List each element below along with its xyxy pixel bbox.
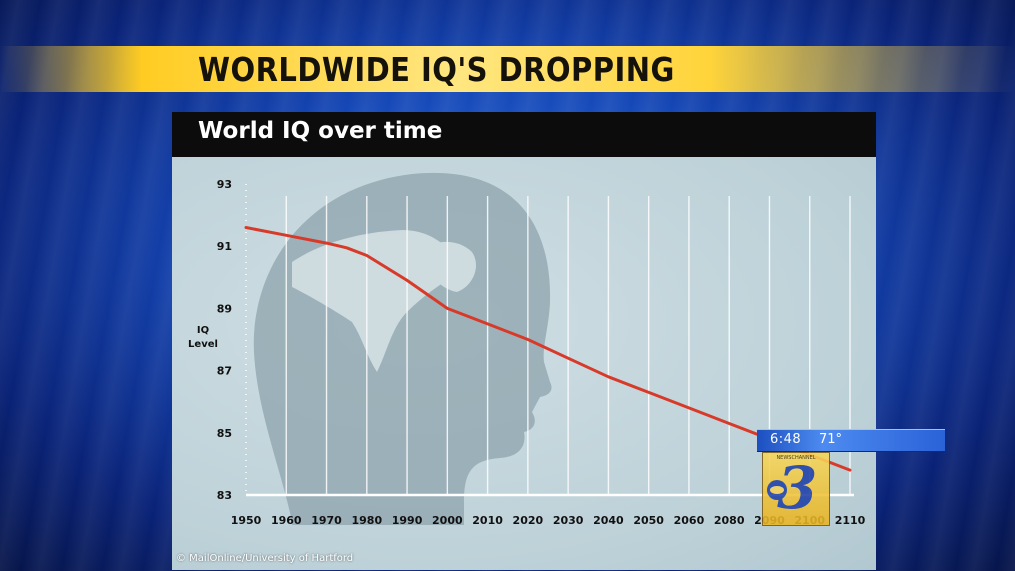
- x-tick-label: 1950: [231, 514, 262, 527]
- x-tick-label: 2050: [633, 514, 664, 527]
- headline-text: WORLDWIDE IQ'S DROPPING: [198, 50, 675, 89]
- y-tick-label: 89: [217, 302, 232, 315]
- x-tick-label: 2080: [714, 514, 745, 527]
- head-silhouette-shape: [253, 172, 552, 525]
- temperature-reading: 71°: [819, 432, 843, 447]
- chart-title: World IQ over time: [198, 118, 443, 144]
- x-tick-label: 2030: [553, 514, 584, 527]
- station-logo-caption: NEWSCHANNEL: [776, 455, 816, 461]
- x-tick-label: 2010: [472, 514, 503, 527]
- clock-time: 6:48: [770, 432, 802, 447]
- chart-axes: [245, 184, 854, 497]
- y-tick-label: 87: [217, 365, 232, 378]
- y-tick-label: 91: [217, 240, 232, 253]
- chart-title-bar: [172, 112, 876, 157]
- x-tick-label: 2110: [835, 514, 866, 527]
- headline-banner: [0, 46, 1015, 92]
- x-tick-label: 1980: [351, 514, 382, 527]
- x-tick-label: 2060: [674, 514, 705, 527]
- head-silhouette-image: [253, 172, 552, 525]
- series-line: [244, 226, 852, 472]
- x-tick-label: 1960: [271, 514, 302, 527]
- y-tick-label: 83: [217, 489, 232, 502]
- y-axis-label: IQ Level: [188, 325, 218, 350]
- source-credit: © MailOnline/University of Hartford: [176, 553, 354, 564]
- station-logo: NEWSCHANNEL 3: [762, 452, 830, 526]
- y-axis-tick-labels: 83 85 87 89 91 93: [217, 178, 232, 502]
- x-tick-label: 1970: [311, 514, 342, 527]
- time-temperature-ticker: 6:48 71°: [757, 429, 945, 452]
- x-tick-label: 2020: [513, 514, 544, 527]
- x-tick-label: 2040: [593, 514, 624, 527]
- y-tick-label: 93: [217, 178, 232, 191]
- cbs-eye-icon: [767, 480, 787, 500]
- x-tick-label: 2000: [432, 514, 463, 527]
- x-tick-label: 1990: [392, 514, 423, 527]
- y-tick-label: 85: [217, 427, 232, 440]
- world-map-shape: [292, 230, 477, 372]
- line-chart-plot: 1950 1960 1970 1980 1990 2000 2010 2020 2030 2040…: [217, 172, 866, 527]
- series-lines: [244, 226, 852, 472]
- chart-graphic: World IQ over time 1950 1960 1970 1980 1990 2…: [172, 112, 876, 570]
